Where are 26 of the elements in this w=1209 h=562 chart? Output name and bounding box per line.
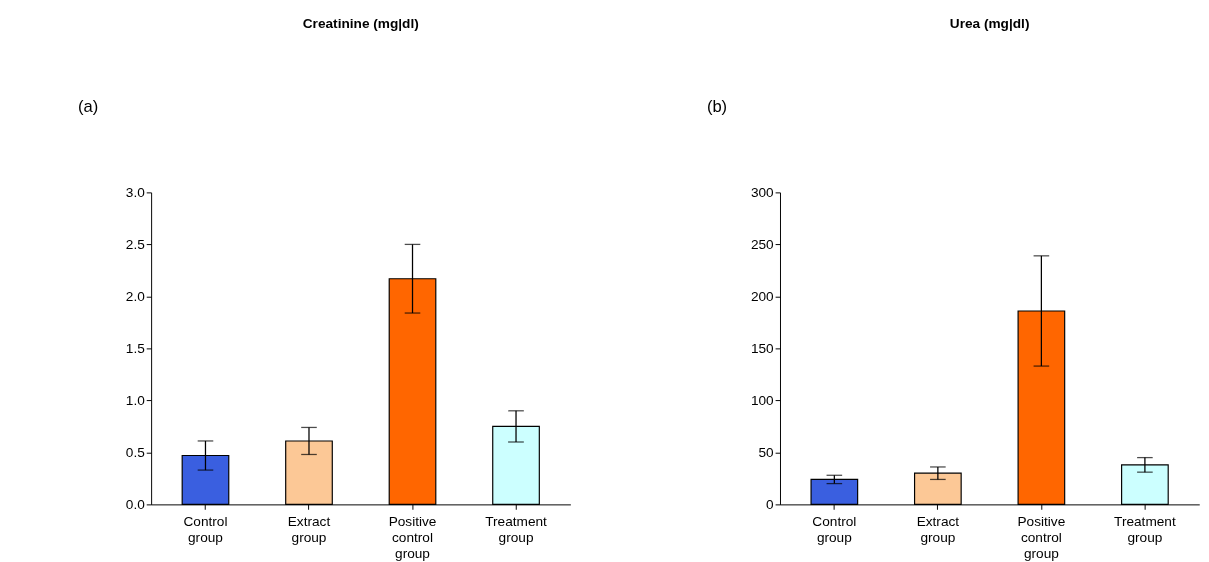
y-tick-label: 3.0 [125, 184, 146, 200]
x-tick-label: Extract group [287, 514, 331, 545]
text: (a) [78, 97, 99, 117]
chart-title: Creatinine (mg|dl) [302, 15, 419, 31]
x-tick-label: Extract group [916, 514, 960, 545]
x-tick-label: Positive control group [388, 514, 437, 561]
y-tick-label: 100 [750, 392, 775, 408]
x-tick-label: Control group [183, 514, 228, 545]
chart-title: Urea (mg|dl) [949, 15, 1030, 31]
y-tick-label: 1.5 [125, 340, 146, 356]
x-tick-label: Treatment group [485, 514, 548, 545]
y-tick-label: 1.0 [125, 392, 146, 408]
y-tick-label: 0.0 [125, 496, 146, 512]
y-tick-label: 150 [750, 340, 775, 356]
x-tick-label: Control group [812, 514, 857, 545]
text: (b) [706, 97, 728, 117]
y-tick-label: 0 [766, 496, 775, 512]
y-tick-label: 200 [750, 288, 775, 304]
y-tick-label: 0.5 [125, 444, 146, 460]
x-tick-label: Treatment group [1114, 514, 1176, 545]
y-tick-label: 250 [750, 236, 775, 252]
y-tick-label: 50 [758, 444, 775, 460]
y-tick-label: 300 [750, 184, 775, 200]
x-tick-label: Positive control group [1017, 514, 1066, 561]
y-tick-label: 2.0 [125, 288, 146, 304]
y-tick-label: 2.5 [125, 236, 146, 252]
